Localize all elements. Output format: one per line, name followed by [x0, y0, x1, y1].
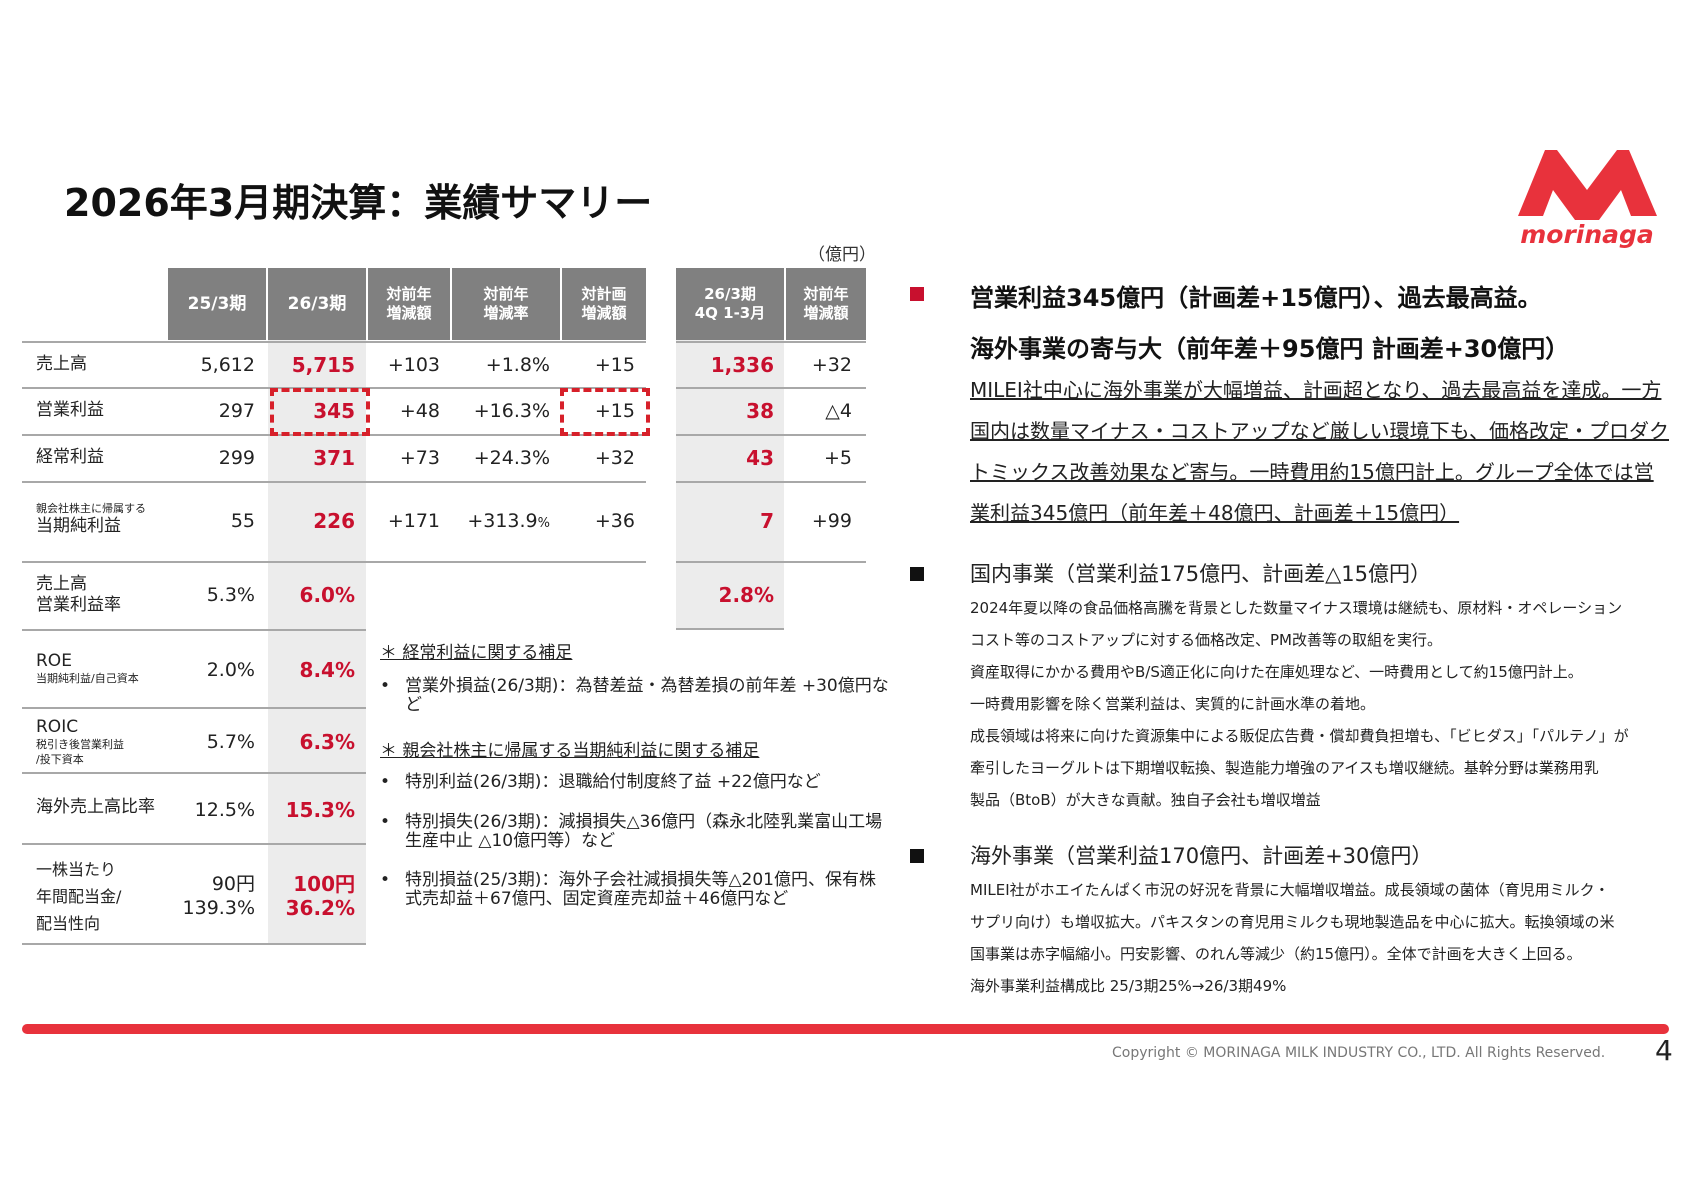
header-curr: 26/3期	[268, 268, 366, 340]
sales-rate: +1.8%	[485, 354, 550, 376]
margin-prev: 5.3%	[206, 584, 255, 606]
margin-q4: 2.8%	[718, 583, 774, 607]
overseas-prev: 12.5%	[194, 799, 255, 821]
bullet-square-red	[910, 287, 924, 301]
sales-yoy: +103	[387, 354, 440, 376]
margin-curr: 6.0%	[299, 583, 355, 607]
copyright: Copyright © MORINAGA MILK INDUSTRY CO., …	[1112, 1045, 1606, 1061]
row-label-roic: ROIC 税引き後営業利益 /投下資本	[36, 717, 124, 766]
op-q4-yoy: △4	[825, 400, 852, 422]
highlight-op-curr	[270, 388, 370, 436]
header-yoy-amount: 対前年 増減額	[368, 268, 450, 340]
row-line	[22, 707, 366, 709]
row-line	[22, 561, 646, 563]
highlight-op-plan	[560, 388, 650, 436]
sales-curr: 5,715	[291, 353, 355, 377]
row-line	[676, 481, 866, 483]
row-label-roe: ROE 当期純利益/自己資本	[36, 651, 139, 686]
op-curr: 345	[313, 399, 355, 423]
row-line	[676, 341, 866, 343]
note-heading-ordinary: ＊ 経常利益に関する補足	[380, 643, 573, 663]
note-heading-net-income: ＊ 親会社株主に帰属する当期純利益に関する補足	[380, 741, 760, 761]
roic-prev: 5.7%	[206, 731, 255, 753]
row-line	[22, 629, 366, 631]
domestic-body: 2024年夏以降の食品価格高騰を背景とした数量マイナス環境は継続も、原材料・オペ…	[970, 599, 1629, 809]
row-line	[676, 561, 866, 563]
header-prev: 25/3期	[168, 268, 266, 340]
footer-bar	[22, 1024, 1669, 1034]
row-label-sales: 売上高	[36, 354, 87, 374]
header-q4: 26/3期 4Q 1-3月	[676, 268, 784, 340]
bullet-square-black	[910, 849, 924, 863]
overseas-curr: 15.3%	[285, 798, 355, 822]
net-prev: 55	[230, 510, 255, 532]
row-line	[676, 387, 866, 389]
row-label-dividend: 一株当たり 年間配当金/ 配当性向	[36, 860, 122, 933]
logo-text: morinaga	[1520, 220, 1654, 249]
summary-text: MILEI社中心に海外事業が大幅増益、計画超となり、過去最高益を達成。一方国内は…	[970, 378, 1669, 525]
op-q4: 38	[746, 399, 774, 423]
ordinary-prev: 299	[218, 447, 255, 469]
sales-q4-yoy: +32	[811, 354, 852, 376]
net-curr: 226	[313, 509, 355, 533]
row-label-op-margin: 売上高 営業利益率	[36, 574, 121, 616]
row-line	[676, 434, 866, 436]
ordinary-plan: +32	[594, 447, 635, 469]
overseas-body: MILEI社がホエイたんぱく市況の好況を背景に大幅増収増益。成長領域の菌体（育児…	[970, 881, 1615, 995]
ordinary-q4-yoy: +5	[823, 447, 852, 469]
payout-curr: 36.2%	[285, 896, 355, 920]
row-label-operating-profit: 営業利益	[36, 400, 104, 420]
op-yoy: +48	[399, 400, 440, 422]
dividend-prev: 90円	[211, 873, 255, 895]
header-q4-yoy: 対前年 増減額	[786, 268, 866, 340]
bullet-square-black	[910, 567, 924, 581]
roe-curr: 8.4%	[299, 658, 355, 682]
dividend-curr: 100円	[293, 872, 355, 896]
row-label-ordinary-profit: 経常利益	[36, 447, 104, 467]
op-rate: +16.3%	[473, 400, 550, 422]
row-line	[22, 341, 646, 343]
ordinary-q4: 43	[746, 446, 774, 470]
sales-prev: 5,612	[200, 354, 255, 376]
note-item: 特別損失(26/3期)：減損損失△36億円（森永北陸乳業富山工場生産中止 △10…	[380, 813, 892, 851]
ordinary-curr: 371	[313, 446, 355, 470]
domestic-title: 国内事業（営業利益175億円、計画差△15億円）	[970, 562, 1431, 586]
row-line	[22, 943, 366, 945]
note-item: 特別損益(25/3期)：海外子会社減損損失等△201億円、保有株式売却益＋67億…	[380, 871, 892, 909]
payout-prev: 139.3%	[182, 897, 255, 919]
page-title: 2026年3月期決算：業績サマリー	[64, 181, 653, 225]
op-prev: 297	[218, 400, 255, 422]
sales-q4: 1,336	[710, 353, 774, 377]
net-rate: +313.9%	[467, 510, 550, 532]
overseas-title: 海外事業（営業利益170億円、計画差+30億円）	[970, 844, 1433, 868]
roic-curr: 6.3%	[299, 730, 355, 754]
ordinary-yoy: +73	[399, 447, 440, 469]
row-line	[22, 843, 366, 845]
row-line	[676, 628, 784, 630]
net-q4-yoy: +99	[811, 510, 852, 532]
note-item: 営業外損益(26/3期)：為替差益・為替差損の前年差 +30億円など	[380, 677, 892, 715]
unit-label: （億円）	[808, 245, 876, 265]
page-number: 4	[1655, 1034, 1673, 1067]
roe-prev: 2.0%	[206, 659, 255, 681]
header-plan-diff: 対計画 増減額	[562, 268, 646, 340]
headline-1: 営業利益345億円（計画差+15億円）、過去最高益。	[970, 284, 1542, 312]
op-plan: +15	[594, 400, 635, 422]
net-plan: +36	[594, 510, 635, 532]
net-yoy: +171	[387, 510, 440, 532]
headline-2: 海外事業の寄与大（前年差＋95億円 計画差+30億円）	[970, 335, 1570, 363]
ordinary-rate: +24.3%	[473, 447, 550, 469]
morinaga-logo: morinaga	[1515, 140, 1660, 250]
row-label-net-income: 親会社株主に帰属する 当期純利益	[36, 502, 146, 537]
row-line	[22, 772, 366, 774]
net-q4: 7	[760, 509, 774, 533]
header-yoy-rate: 対前年 増減率	[452, 268, 560, 340]
sales-plan: +15	[594, 354, 635, 376]
row-line	[22, 481, 646, 483]
row-label-overseas-ratio: 海外売上高比率	[36, 797, 155, 817]
note-item: 特別利益(26/3期)：退職給付制度終了益 +22億円など	[380, 773, 892, 793]
